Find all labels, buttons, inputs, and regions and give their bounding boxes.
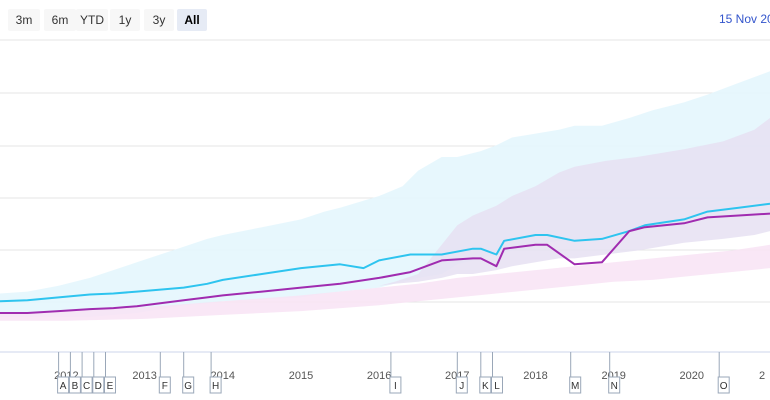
event-flag-box <box>479 376 492 394</box>
x-tick-label: 2020 <box>680 370 704 382</box>
event-flag-label: E <box>107 381 114 392</box>
event-flag-label: L <box>494 381 500 392</box>
event-flag-box <box>68 376 81 394</box>
x-tick-label: 2 <box>759 370 765 382</box>
event-flag-label: F <box>162 381 168 392</box>
range-button-all[interactable]: All <box>177 9 207 31</box>
range-selector: 3m 6m YTD 1y 3y All 15 Nov 20 <box>0 0 770 38</box>
event-flag[interactable]: I <box>389 352 402 394</box>
event-flag[interactable]: E <box>104 352 116 394</box>
event-flag[interactable]: B <box>68 352 81 394</box>
event-flag-box <box>57 376 70 394</box>
event-flag[interactable]: L <box>491 352 503 394</box>
event-flag-box <box>80 376 93 394</box>
range-button-3m[interactable]: 3m <box>8 9 40 31</box>
event-flag[interactable]: F <box>158 352 171 394</box>
date-range-label[interactable]: 15 Nov 20 <box>719 12 770 26</box>
event-flag[interactable]: D <box>92 352 105 394</box>
x-tick-label: 2015 <box>289 370 313 382</box>
range-band-0 <box>0 71 770 317</box>
event-flag-label: K <box>482 381 489 392</box>
event-flag-label: N <box>611 381 618 392</box>
series-line-1[interactable] <box>0 212 770 314</box>
series-lines <box>0 202 770 314</box>
event-flag[interactable]: O <box>717 352 730 394</box>
event-flag-label: J <box>459 381 464 392</box>
event-flag-box <box>491 376 503 394</box>
range-band-1 <box>0 118 770 312</box>
event-flag-label: M <box>571 381 579 392</box>
event-flag[interactable]: G <box>182 352 195 394</box>
event-flag-box <box>158 376 171 394</box>
event-flag-box <box>389 376 402 394</box>
event-flag-label: H <box>212 381 219 392</box>
x-tick-label: 2018 <box>523 370 547 382</box>
event-flag[interactable]: H <box>209 352 222 394</box>
event-flag-box <box>608 376 621 394</box>
event-flag[interactable]: A <box>57 352 70 394</box>
range-bands <box>0 71 770 321</box>
event-flag[interactable]: N <box>608 352 621 394</box>
x-tick-label: 2013 <box>132 370 156 382</box>
event-flag-box <box>569 376 582 394</box>
event-flag-label: G <box>184 381 192 392</box>
event-flag-label: D <box>95 381 102 392</box>
range-button-6m[interactable]: 6m <box>44 9 76 31</box>
event-flag-label: O <box>720 381 728 392</box>
x-tick-label: 2016 <box>367 370 391 382</box>
event-flag-box <box>209 376 222 394</box>
event-flag-box <box>455 376 468 394</box>
range-button-3y[interactable]: 3y <box>144 9 174 31</box>
event-flag-box <box>717 376 730 394</box>
event-flag-box <box>182 376 195 394</box>
event-flag-box <box>92 376 105 394</box>
event-flag[interactable]: J <box>455 352 468 394</box>
event-flag-label: B <box>72 381 79 392</box>
event-flag-label: A <box>60 381 67 392</box>
range-button-1y[interactable]: 1y <box>110 9 140 31</box>
event-flag-box <box>104 376 116 394</box>
event-flag-label: I <box>394 381 397 392</box>
event-flag[interactable]: M <box>569 352 582 394</box>
range-band-2 <box>0 244 770 321</box>
event-flag[interactable]: K <box>479 352 492 394</box>
event-flag-label: C <box>83 381 90 392</box>
range-button-ytd[interactable]: YTD <box>76 9 108 31</box>
event-flag[interactable]: C <box>80 352 93 394</box>
